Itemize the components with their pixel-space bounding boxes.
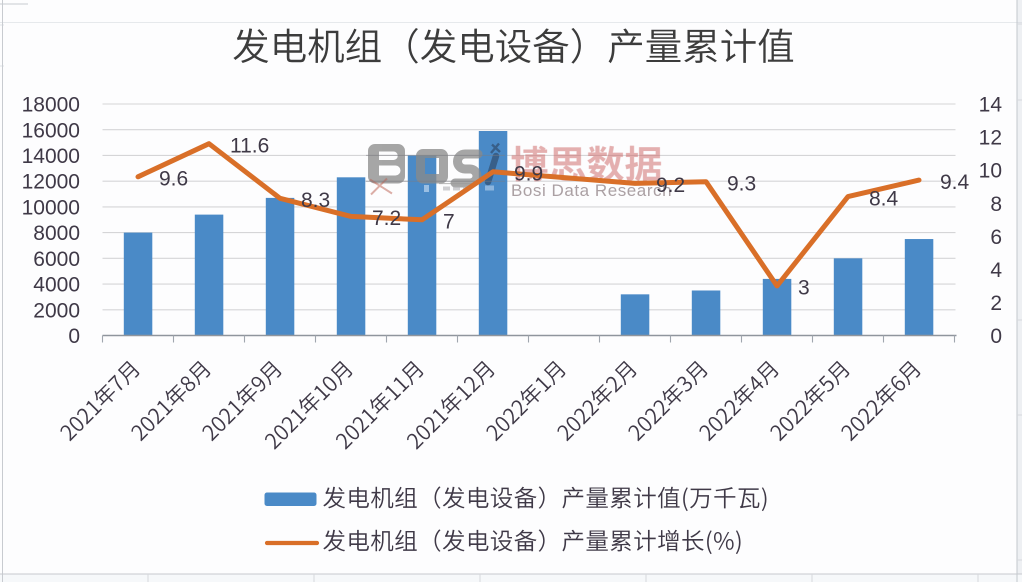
svg-text:18000: 18000 (22, 94, 80, 117)
svg-text:0: 0 (990, 325, 1002, 348)
svg-text:16000: 16000 (22, 119, 80, 142)
svg-text:9.9: 9.9 (514, 163, 543, 186)
svg-text:14: 14 (979, 94, 1003, 117)
svg-text:10: 10 (979, 160, 1002, 183)
svg-text:12000: 12000 (22, 171, 80, 194)
svg-text:9.2: 9.2 (656, 174, 685, 197)
svg-text:14000: 14000 (22, 145, 80, 168)
svg-text:11.6: 11.6 (230, 135, 269, 158)
svg-text:2: 2 (990, 292, 1002, 315)
svg-text:0: 0 (68, 325, 80, 348)
svg-text:9.6: 9.6 (159, 168, 188, 191)
svg-text:9.4: 9.4 (940, 171, 970, 194)
svg-text:8.4: 8.4 (869, 187, 899, 210)
svg-text:9.3: 9.3 (727, 173, 756, 196)
svg-text:8: 8 (990, 193, 1002, 216)
svg-text:6000: 6000 (33, 248, 80, 271)
svg-text:7.2: 7.2 (372, 207, 401, 230)
svg-text:8000: 8000 (33, 222, 80, 245)
svg-text:12: 12 (979, 127, 1002, 150)
svg-text:4000: 4000 (33, 274, 80, 297)
svg-text:8.3: 8.3 (301, 189, 330, 212)
svg-text:6: 6 (990, 226, 1002, 249)
svg-text:7: 7 (443, 211, 455, 234)
svg-text:2000: 2000 (33, 299, 80, 322)
svg-text:4: 4 (990, 259, 1002, 282)
svg-text:10000: 10000 (22, 196, 80, 219)
svg-text:3: 3 (798, 277, 810, 300)
